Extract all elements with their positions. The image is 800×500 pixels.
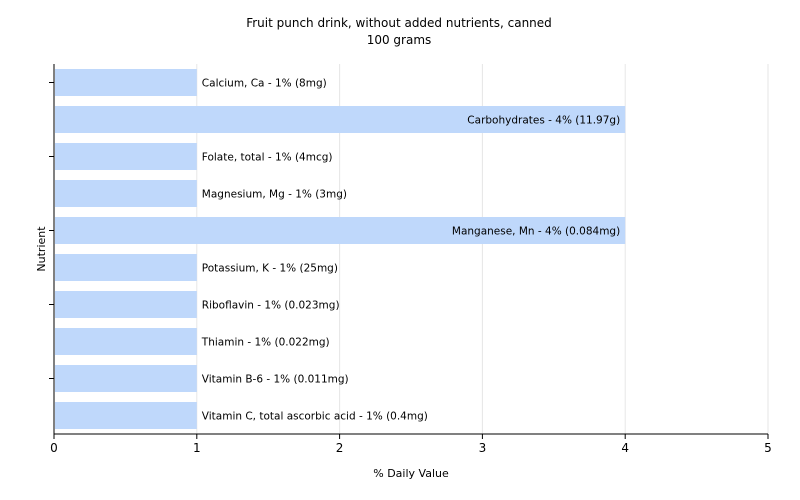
bar-1 <box>55 106 626 133</box>
bar-3 <box>55 180 197 207</box>
x-axis-label: % Daily Value <box>373 467 449 480</box>
bar-label-7: Thiamin - 1% (0.022mg) <box>201 337 330 349</box>
x-tick-label-2: 2 <box>336 441 344 455</box>
x-tick-label-1: 1 <box>193 441 201 455</box>
bar-label-3: Magnesium, Mg - 1% (3mg) <box>202 189 347 201</box>
x-tick-label-4: 4 <box>621 441 629 455</box>
x-tick-label-5: 5 <box>764 441 772 455</box>
axes: 0 1 2 3 4 5 <box>49 64 772 455</box>
bar-label-0: Calcium, Ca - 1% (8mg) <box>202 78 327 90</box>
chart-title: Fruit punch drink, without added nutrien… <box>246 16 552 30</box>
bar-label-8: Vitamin B-6 - 1% (0.011mg) <box>202 374 349 386</box>
bar-2 <box>55 143 197 170</box>
bar-label-9: Vitamin C, total ascorbic acid - 1% (0.4… <box>202 411 428 423</box>
bars: Calcium, Ca - 1% (8mg) Carbohydrates - 4%… <box>55 69 626 429</box>
bar-8 <box>55 365 197 392</box>
bar-4 <box>55 217 626 244</box>
x-tick-label-3: 3 <box>479 441 487 455</box>
bar-label-6: Riboflavin - 1% (0.023mg) <box>202 300 340 312</box>
bar-label-2: Folate, total - 1% (4mcg) <box>202 152 333 164</box>
bar-7 <box>55 328 197 355</box>
y-axis-label: Nutrient <box>35 226 48 272</box>
bar-5 <box>55 254 197 281</box>
chart-subtitle: 100 grams <box>367 33 432 47</box>
bar-6 <box>55 291 197 318</box>
bar-9 <box>55 402 197 429</box>
bar-label-4: Manganese, Mn - 4% (0.084mg) <box>452 226 620 238</box>
bar-label-1: Carbohydrates - 4% (11.97g) <box>467 115 620 127</box>
x-tick-label-0: 0 <box>50 441 58 455</box>
bar-label-5: Potassium, K - 1% (25mg) <box>202 263 338 275</box>
bar-0 <box>55 69 197 96</box>
